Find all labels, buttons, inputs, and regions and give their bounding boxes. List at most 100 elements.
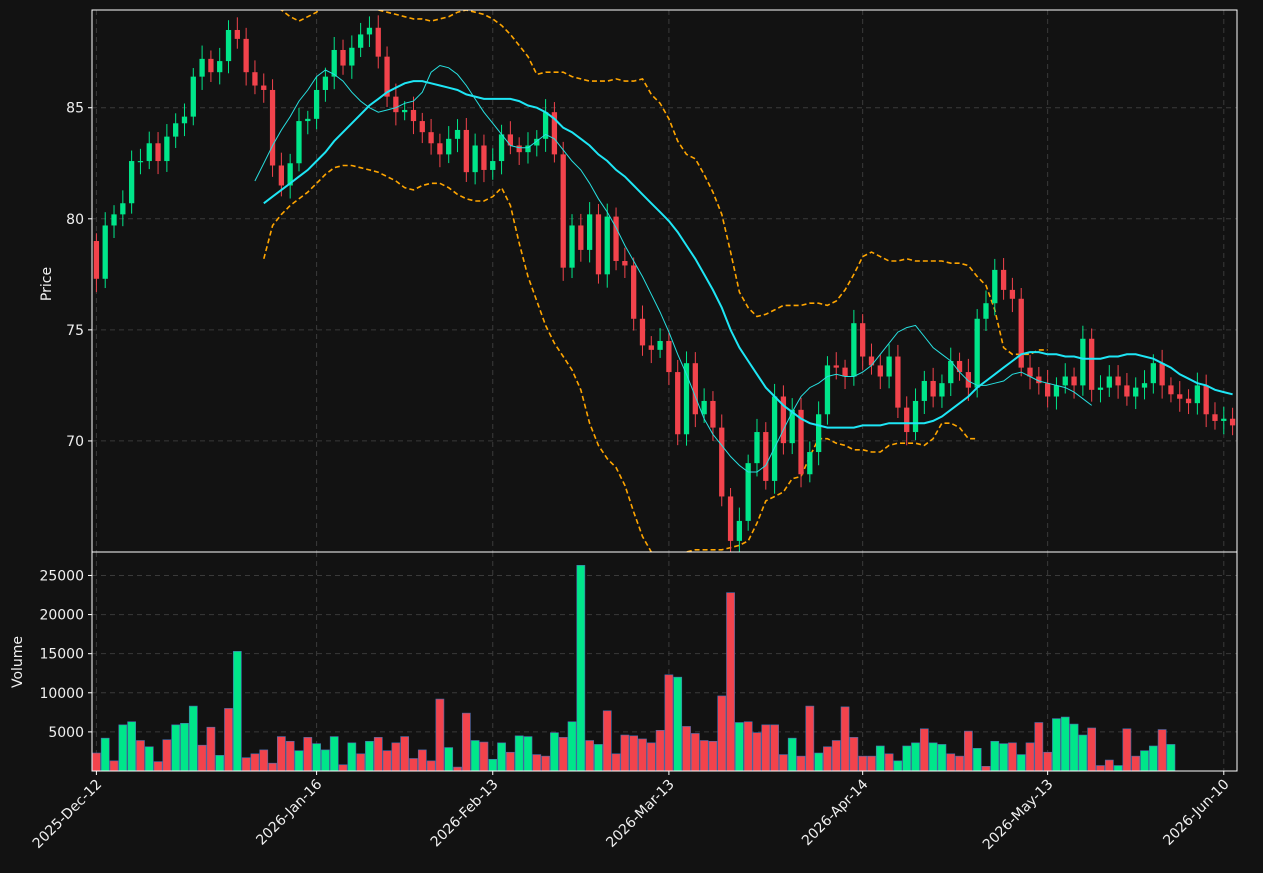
candle-body — [428, 132, 434, 144]
volume-bar — [1096, 765, 1105, 772]
candle-body — [851, 323, 857, 377]
volume-bar — [981, 766, 991, 772]
candle-body — [560, 154, 566, 268]
volume-axis-title: Volume — [10, 636, 26, 688]
volume-bar — [814, 752, 823, 772]
candle-body — [1159, 363, 1165, 386]
candle-body — [261, 85, 267, 90]
panel-frames — [91, 9, 1238, 772]
candle-body — [789, 409, 795, 444]
volume-bar — [664, 674, 674, 772]
volume-bar — [144, 746, 154, 772]
price-tick-label: 75 — [66, 323, 84, 339]
candle-body — [454, 129, 461, 139]
volume-bar — [1043, 751, 1052, 772]
volume-bar — [1157, 729, 1167, 772]
candle-body — [1212, 414, 1218, 421]
volume-bar — [682, 726, 691, 772]
candle-body — [1221, 418, 1227, 421]
candle-body — [1133, 387, 1139, 397]
volume-bar — [136, 740, 145, 772]
volume-bar — [858, 755, 868, 772]
candle-body — [860, 323, 866, 357]
candle-body — [824, 365, 831, 415]
candle-body — [1071, 376, 1077, 386]
candle-body — [833, 365, 839, 368]
bollinger-bands — [263, 10, 1048, 552]
volume-bar — [840, 706, 850, 772]
candle-body — [173, 123, 179, 137]
candle-body — [155, 143, 161, 162]
volume-grid — [92, 552, 1237, 771]
volume-bar — [735, 722, 744, 772]
candle-body — [498, 134, 505, 162]
volume-tick-label: 10000 — [39, 686, 84, 702]
volume-bar — [461, 712, 471, 772]
candle-body — [1097, 387, 1104, 390]
candle-body — [1106, 376, 1112, 388]
candle-body — [534, 138, 540, 146]
volume-bar — [1078, 734, 1088, 772]
volume-bar — [1131, 755, 1141, 772]
candle-body — [93, 241, 100, 279]
volume-bar — [911, 742, 920, 772]
candle-body — [393, 96, 399, 113]
candle-body — [701, 400, 707, 415]
candle-body — [551, 112, 558, 155]
volume-bar — [558, 737, 568, 772]
volume-tick-label: 5000 — [48, 725, 84, 741]
volume-bar — [294, 750, 304, 772]
volume-bar — [250, 753, 260, 772]
volume-bar — [259, 749, 269, 772]
candle-body — [296, 121, 302, 164]
candle-body — [763, 432, 769, 481]
volume-bar — [999, 743, 1008, 772]
volume-bar — [417, 749, 427, 772]
candle-body — [199, 58, 205, 77]
volume-bar — [1122, 728, 1132, 772]
volume-bar — [109, 760, 119, 772]
candle-body — [692, 363, 698, 415]
candle-body — [956, 360, 963, 373]
volume-bar — [92, 752, 101, 772]
candle-body — [921, 380, 927, 401]
candle-body — [243, 38, 249, 73]
price-tick-label: 80 — [66, 212, 84, 228]
volume-bar — [726, 592, 735, 772]
volume-bar — [717, 695, 727, 772]
volume-tick-label: 15000 — [39, 647, 84, 663]
candle-body — [1177, 394, 1183, 399]
volume-bar — [972, 748, 982, 772]
volume-bar — [391, 742, 401, 772]
candle-body — [472, 145, 478, 173]
volume-bar — [761, 724, 771, 772]
candle-body — [569, 225, 575, 268]
volume-bar — [400, 736, 410, 772]
volume-bar — [955, 755, 964, 772]
candle-body — [225, 29, 232, 62]
candle-body — [877, 365, 883, 377]
volume-bar — [506, 751, 515, 772]
volume-tick-label: 20000 — [39, 608, 84, 624]
volume-bar — [224, 708, 233, 772]
candle-body — [736, 520, 743, 541]
candle-body — [410, 109, 417, 122]
volume-bar — [532, 754, 542, 772]
candle-body — [745, 463, 751, 521]
bollinger-lower-line — [263, 164, 978, 552]
volume-bar — [197, 744, 207, 772]
volume-bar — [100, 737, 110, 772]
volume-bar — [1166, 744, 1176, 772]
candle-body — [507, 134, 514, 146]
candle-body — [771, 396, 778, 481]
volume-bar — [188, 705, 198, 772]
moving-average-thin-line — [254, 64, 1093, 473]
volume-bar — [990, 740, 1000, 772]
volume-bar — [831, 740, 841, 772]
candle-body — [525, 145, 531, 153]
volume-bar — [514, 735, 524, 772]
candle-body — [463, 129, 469, 173]
candle-body — [719, 427, 725, 497]
volume-bar — [964, 730, 973, 772]
candle-body — [974, 318, 980, 388]
